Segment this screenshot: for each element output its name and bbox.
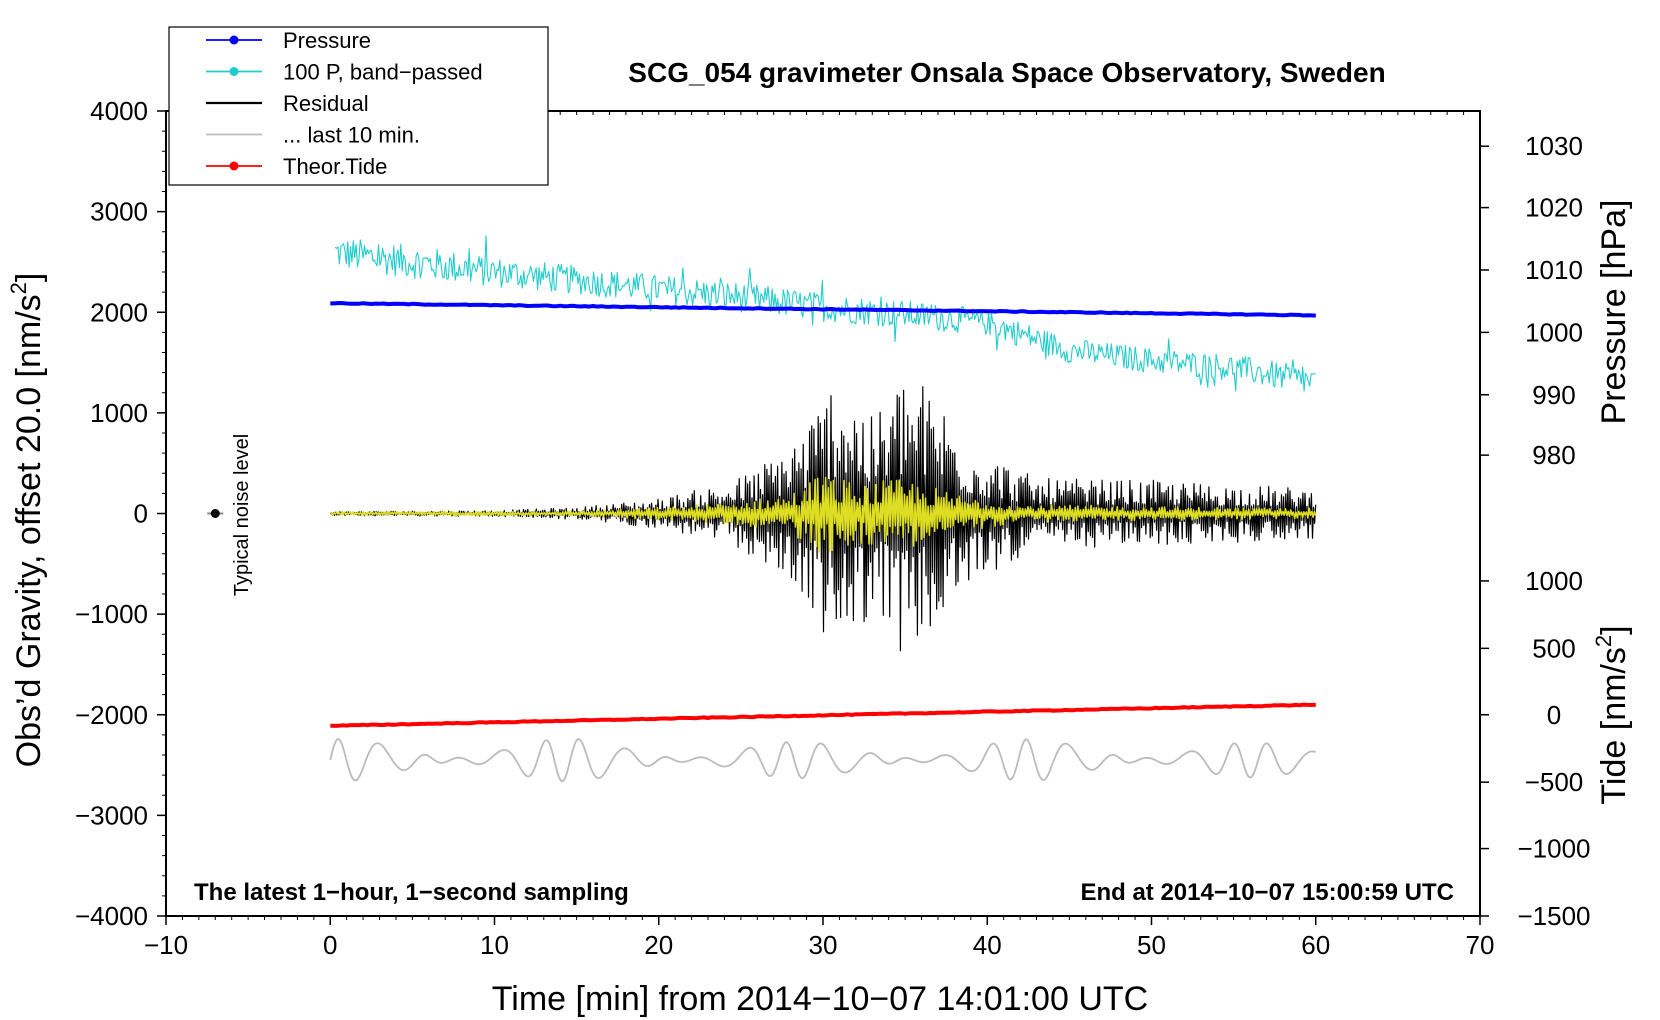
tide-tick-label: 500: [1532, 633, 1575, 663]
y-tick-label: 4000: [90, 96, 148, 126]
legend-marker: [229, 35, 239, 45]
tide-tick-label: −1500: [1517, 901, 1590, 931]
legend-marker: [229, 67, 239, 76]
pressure-tick-label: 1000: [1525, 317, 1583, 347]
legend-label: 100 P, band−passed: [283, 60, 483, 85]
x-tick-label: 70: [1466, 930, 1495, 960]
series-last-10-min: [329, 737, 1316, 783]
sampling-note: The latest 1−hour, 1−second sampling: [194, 879, 629, 906]
pressure-tick-label: 990: [1532, 380, 1575, 410]
y-axis-label-left-end: ]: [10, 273, 48, 282]
y-tick-label: 3000: [90, 197, 148, 227]
y-axis-label-tide-end: ]: [1595, 625, 1633, 634]
legend-label: ... last 10 min.: [283, 123, 420, 148]
series-residual: [329, 386, 1317, 652]
y-axis-label-pressure: Pressure [hPa]: [1595, 200, 1633, 425]
series-pressure: [330, 301, 1316, 318]
noise-point: [210, 509, 220, 518]
legend-label: Theor.Tide: [283, 154, 387, 179]
y-tick-label: 2000: [90, 297, 148, 327]
y-axis-label-left: Obs’d Gravity, offset 20.0 [nm/s2]: [6, 273, 48, 768]
y-axis-label-tide-main: Tide [nm/s: [1595, 647, 1633, 804]
y-axis-label-tide: Tide [nm/s2]: [1591, 625, 1633, 804]
legend-box: [168, 26, 549, 186]
series-layer: [329, 235, 1317, 783]
y-axis-label-left-sup: 2: [6, 282, 31, 294]
legend-label: Residual: [283, 91, 369, 116]
x-tick-label: 20: [644, 930, 673, 960]
x-axis-label: Time [min] from 2014−10−07 14:01:00 UTC: [492, 980, 1148, 1018]
pressure-tick-label: 1010: [1525, 255, 1583, 285]
y-tick-label: −2000: [75, 700, 148, 730]
x-tick-label: 10: [480, 930, 509, 960]
pressure-tick-label: 980: [1532, 440, 1575, 470]
x-tick-label: 50: [1137, 930, 1166, 960]
pressure-tick-label: 1030: [1525, 131, 1583, 161]
series-band-passed-residual: [329, 476, 1317, 553]
end-time-note: End at 2014−10−07 15:00:59 UTC: [1080, 879, 1454, 906]
tide-tick-label: −500: [1525, 767, 1584, 797]
x-tick-label: 40: [973, 930, 1002, 960]
y-axis-label-left-main: Obs’d Gravity, offset 20.0 [nm/s: [10, 294, 48, 767]
legend-marker: [229, 161, 239, 171]
tide-tick-label: −1000: [1517, 834, 1590, 864]
tick-layer: −10 0 10 20 30 40 50 60 7040003000200010000−1000…: [75, 96, 1591, 960]
x-tick-label: 60: [1301, 930, 1330, 960]
tide-tick-label: 1000: [1525, 566, 1583, 596]
y-tick-label: −3000: [75, 800, 148, 830]
y-tick-label: −1000: [75, 599, 148, 629]
x-tick-label: −10: [144, 930, 188, 960]
legend-label: Pressure: [283, 28, 371, 53]
noise-level-label: Typical noise level: [231, 434, 253, 596]
chart-title: SCG_054 gravimeter Onsala Space Observat…: [628, 57, 1385, 88]
y-tick-label: 0: [134, 499, 148, 529]
x-tick-label: 0: [323, 930, 337, 960]
series-theor-tide: [330, 702, 1316, 728]
legend: Pressure 100 P, band−passed Residual ... la…: [168, 26, 549, 186]
noise-marker: [207, 509, 224, 518]
pressure-tick-label: 1020: [1525, 193, 1583, 223]
tide-tick-label: 0: [1547, 700, 1561, 730]
y-axis-label-tide-sup: 2: [1591, 635, 1616, 647]
x-tick-label: 30: [809, 930, 838, 960]
y-tick-label: −4000: [75, 901, 148, 931]
y-tick-label: 1000: [90, 398, 148, 428]
